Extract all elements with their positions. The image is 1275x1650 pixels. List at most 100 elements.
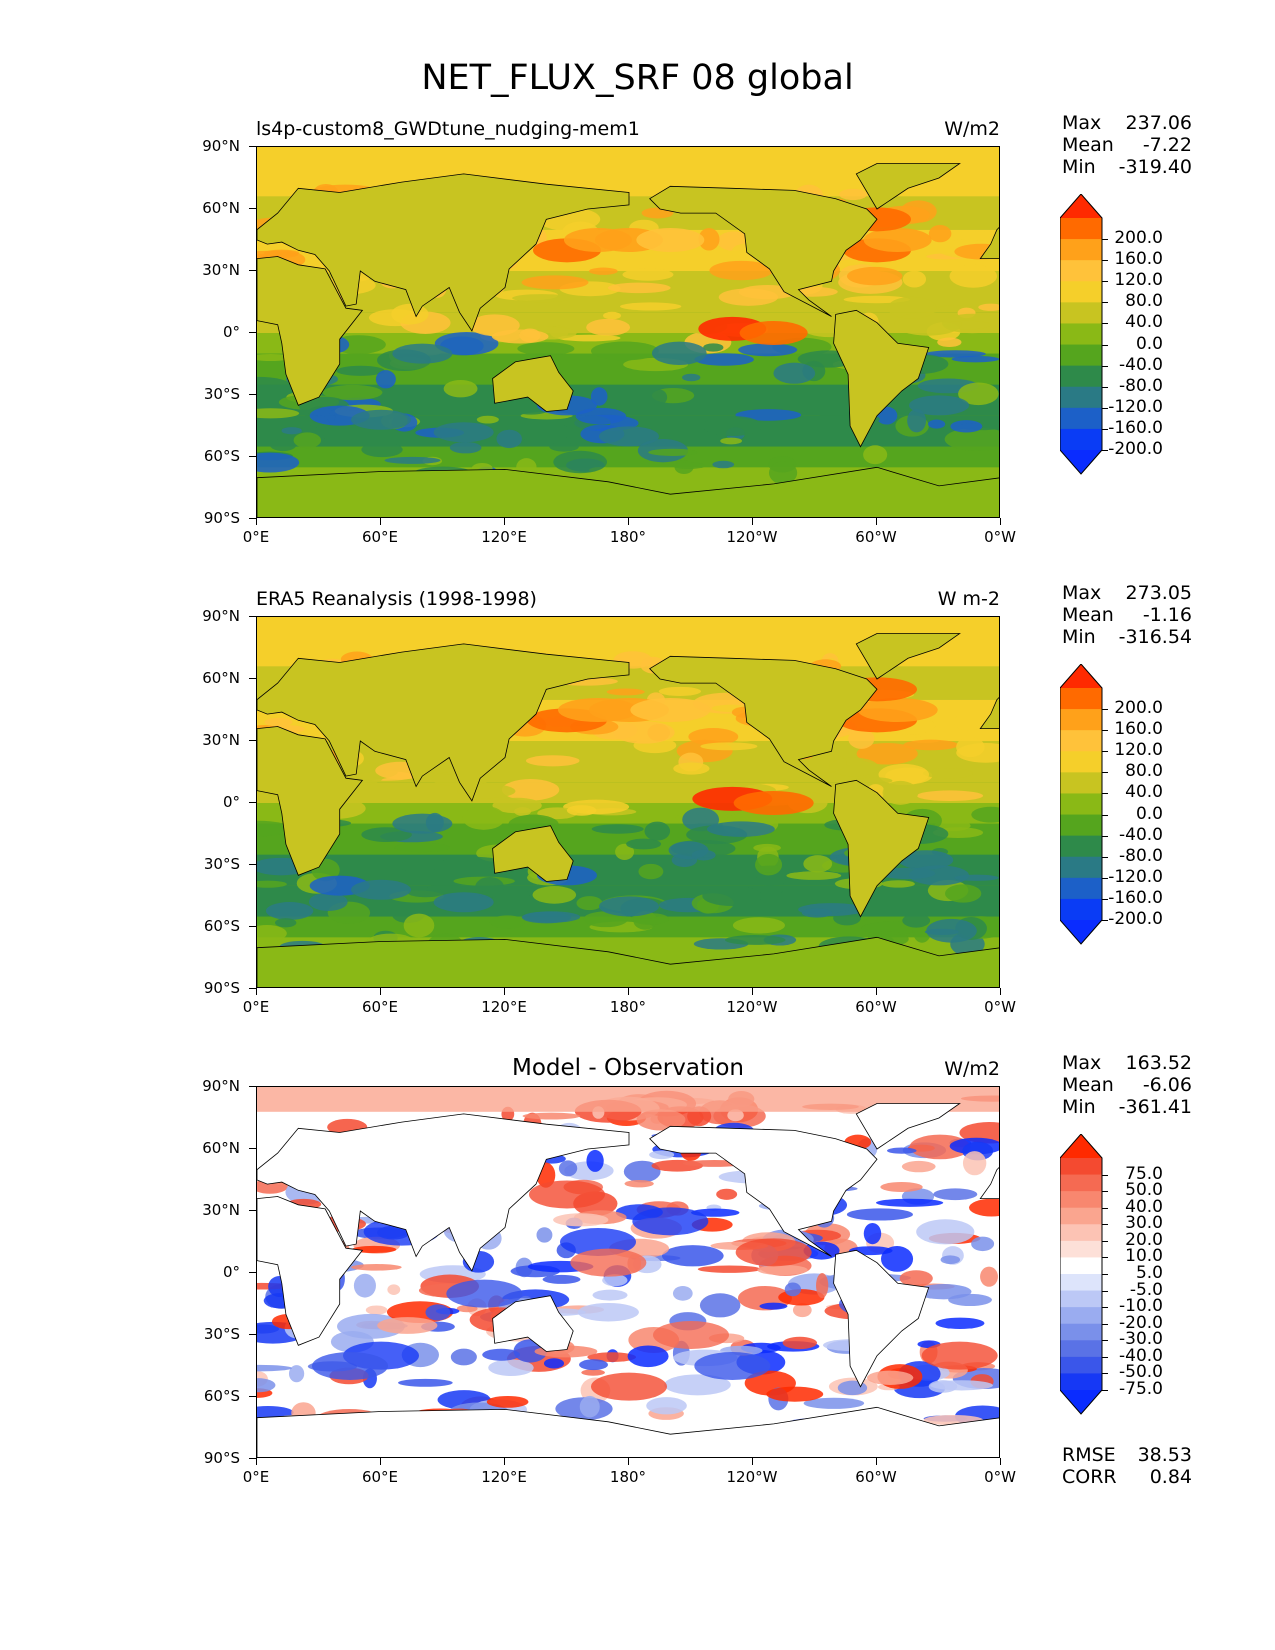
colorbar-tick [1102,407,1108,409]
land-eurasia [257,643,630,802]
lat-tick-mark [249,456,256,458]
ocean-anomaly [512,294,571,303]
ocean-anomaly [691,849,716,861]
lat-tick-mark [249,1272,256,1274]
anomaly-blob [627,1345,669,1368]
anomaly-blob [486,1395,529,1408]
colorbar-tick [1102,1307,1108,1309]
ocean-anomaly [521,275,589,290]
cold-region [599,896,659,917]
ocean-anomaly [407,887,445,898]
rmse-label: RMSE [1062,1444,1116,1466]
panel-title: ls4p-custom8_GWDtune_nudging-mem1 [256,118,640,140]
lat-tick-mark [249,740,256,742]
lat-tick-mark [249,616,256,618]
ocean-anomaly [694,353,754,366]
ocean-anomaly [293,432,322,449]
land-antarctic [257,466,999,517]
colorbar-label: 75.0 [1125,1163,1163,1184]
colorbar-label: 40.0 [1125,1196,1163,1217]
anomaly-blob [672,1286,693,1301]
ocean-anomaly [658,686,702,696]
anomaly-blob [377,1317,438,1334]
anomaly-blob [699,1293,741,1318]
lat-tick-mark [249,518,256,520]
colorbar-segment [1060,856,1102,879]
anomaly-blob [543,1358,565,1369]
ocean-anomaly [264,717,293,727]
anomaly-blob [587,1352,636,1363]
ocean-anomaly [606,688,645,696]
land-greenland [855,163,961,210]
anomaly-blob [365,1305,388,1315]
colorbar-label: 0.0 [1135,803,1163,824]
lon-tick-label: 0°W [984,1468,1016,1486]
anomaly-structure [632,1207,709,1236]
ocean-anomaly [626,838,662,850]
ocean-anomaly [950,420,983,433]
warm-current [636,228,705,252]
lat-tick-mark [249,1334,256,1336]
colorbar-label: -80.0 [1119,845,1163,866]
panel-title: ERA5 Reanalysis (1998-1998) [256,588,537,610]
ocean-anomaly [955,231,999,241]
colorbar-extend-top [1060,664,1102,688]
ocean-anomaly [786,871,842,880]
ocean-anomaly [924,350,986,358]
colorbar-tick [1102,323,1108,325]
cold-region [702,416,763,436]
colorbar-segment [1060,323,1102,346]
map-svg [257,1087,999,1457]
anomaly-blob [980,1266,998,1287]
ocean-anomaly [953,712,984,731]
colorbar-extend-top [1060,194,1102,218]
ocean-anomaly [978,303,999,311]
anomaly-blob [909,1134,971,1160]
ocean-anomaly [576,896,603,911]
colorbar-segment [1060,1207,1102,1225]
ocean-anomaly [521,911,572,924]
lat-tick-label: 60°N [202,1139,240,1157]
ocean-anomaly [361,827,412,843]
lon-tick-mark [256,518,258,525]
lon-tick-mark [380,1458,382,1465]
lon-tick-mark [1000,988,1002,995]
lat-tick-label: 0° [222,323,240,341]
ocean-anomaly [846,266,903,286]
panel-difference: Model - Observation W/m2 Max 163.52 Mean -… [0,1050,1275,1520]
lat-tick-mark [249,1086,256,1088]
cold-region [909,395,969,416]
colorbar-segment [1060,428,1102,451]
colorbar-label: 80.0 [1125,291,1163,312]
lat-tick-label: 30°S [203,385,240,403]
land-australia [492,825,574,882]
land-namerica [649,655,878,787]
ocean-anomaly [720,437,743,445]
anomaly-blob [662,1245,724,1267]
lon-tick-mark [1000,1458,1002,1465]
ocean-anomaly [672,462,706,470]
anomaly-blob [962,1151,987,1176]
map-svg [257,147,999,517]
colorbar-tick [1102,365,1108,367]
anomaly-blob [649,1150,675,1160]
colorbar-label: 80.0 [1125,761,1163,782]
anomaly-blob [482,1348,521,1361]
anomaly-blob [602,1274,628,1287]
colorbar-label: -5.0 [1129,1279,1163,1300]
lat-tick-mark [249,146,256,148]
anomaly-blob [935,1317,985,1329]
colorbar-label: -30.0 [1119,1329,1163,1350]
anomaly-blob [624,1179,654,1188]
colorbar-tick [1102,772,1108,774]
lon-tick-label: 60°E [361,528,399,546]
colorbar-segment [1060,814,1102,837]
min-label: Min [1062,1096,1096,1118]
units-label: W m-2 [937,588,1000,610]
ocean-anomaly [958,382,999,406]
anomaly-blob [727,1109,744,1122]
ocean-anomaly [709,260,774,281]
ocean-anomaly [403,913,435,938]
colorbar-label: -200.0 [1108,439,1163,459]
ocean-anomaly [829,757,879,777]
